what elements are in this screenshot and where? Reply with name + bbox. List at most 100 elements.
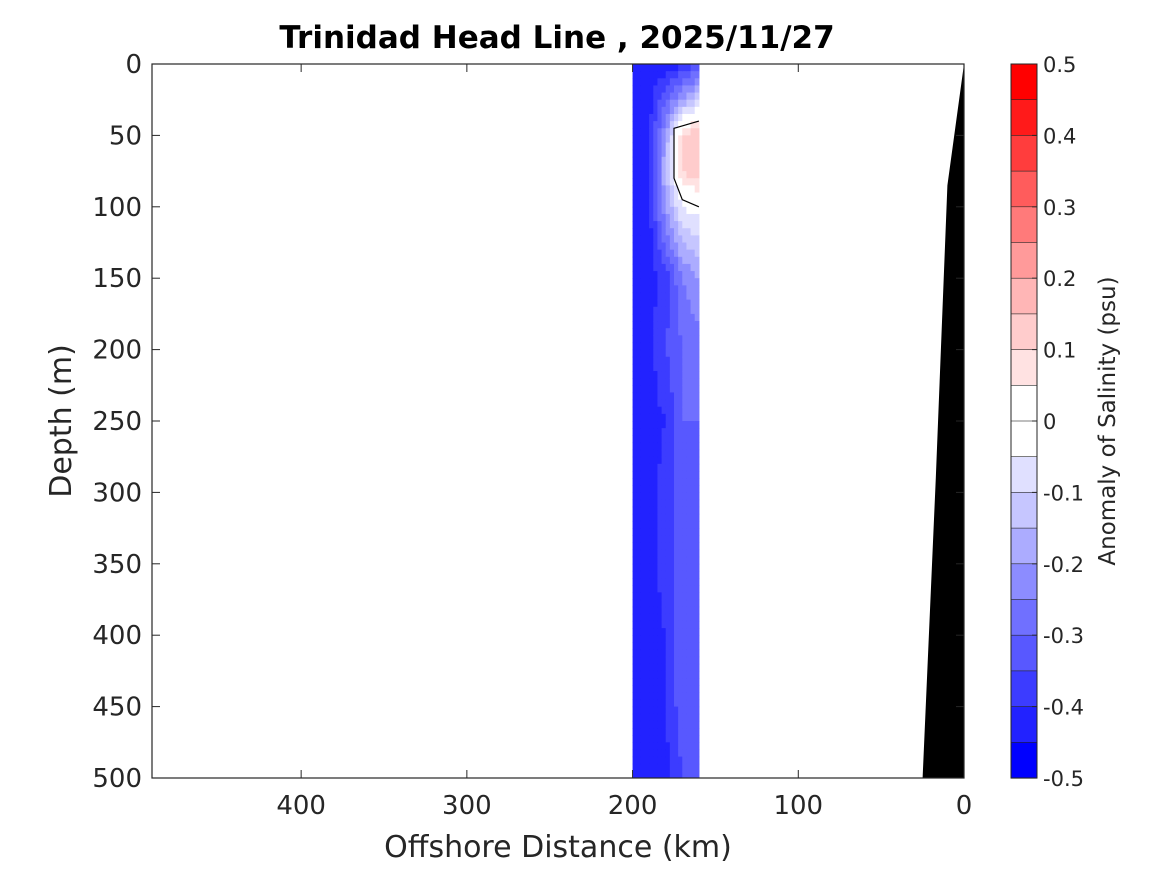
section-cell (640, 163, 646, 172)
section-cell (665, 371, 671, 379)
section-cell (657, 456, 663, 465)
section-cell (669, 763, 675, 772)
section-cell (678, 685, 683, 693)
section-cell (657, 599, 663, 608)
section-cell (682, 249, 688, 258)
section-cell (674, 685, 679, 693)
section-cell (632, 685, 638, 693)
section-cell (665, 728, 671, 736)
section-cell (694, 763, 700, 772)
section-cell (665, 149, 671, 158)
section-cell (636, 735, 642, 743)
section-cell (653, 121, 659, 129)
section-cell (669, 706, 675, 715)
section-cell (632, 349, 638, 358)
section-cell (674, 763, 679, 772)
section-cell (657, 399, 663, 408)
section-cell (682, 149, 688, 158)
section-cell (665, 478, 671, 486)
section-cell (632, 692, 638, 701)
section-cell (653, 592, 659, 601)
section-cell (653, 749, 659, 758)
section-cell (640, 492, 646, 501)
section-cell (661, 399, 667, 408)
x-tick-label: 300 (442, 791, 492, 821)
section-cell (669, 178, 675, 186)
section-cell (649, 599, 654, 608)
section-cell (649, 163, 654, 172)
colorbar-cell (1010, 99, 1038, 136)
section-cell (636, 513, 642, 522)
section-cell (694, 71, 700, 79)
section-cell (694, 213, 700, 222)
section-cell (661, 663, 667, 672)
section-cell (682, 549, 688, 558)
section-cell (690, 578, 696, 586)
section-cell (665, 421, 671, 429)
colorbar-cell (1010, 63, 1038, 101)
section-cell (632, 528, 638, 536)
section-cell (645, 249, 650, 258)
colorbar-cell (1010, 563, 1038, 601)
section-cell (690, 706, 696, 715)
section-cell (640, 763, 646, 772)
section-cell (678, 706, 683, 715)
section-cell (674, 135, 679, 144)
section-cell (669, 742, 675, 751)
section-cell (678, 770, 683, 778)
section-cell (661, 178, 667, 186)
section-cell (640, 556, 646, 565)
section-cell (657, 121, 663, 129)
section-cell (678, 456, 683, 465)
section-cell (657, 271, 663, 279)
section-cell (649, 435, 654, 444)
section-cell (657, 163, 663, 172)
section-cell (678, 163, 683, 172)
section-cell (653, 356, 659, 365)
section-cell (632, 399, 638, 408)
section-cell (649, 392, 654, 401)
section-cell (661, 242, 667, 251)
section-cell (665, 506, 671, 515)
section-cell (645, 685, 650, 693)
colorbar-cell (1010, 135, 1038, 172)
section-cell (682, 292, 688, 301)
section-cell (682, 349, 688, 358)
section-cell (640, 199, 646, 208)
section-cell (649, 185, 654, 194)
section-cell (640, 656, 646, 665)
section-cell (674, 199, 679, 208)
section-cell (649, 449, 654, 458)
section-cell (645, 349, 650, 358)
section-cell (645, 485, 650, 493)
section-cell (694, 185, 700, 194)
section-cell (669, 285, 675, 294)
section-cell (686, 570, 692, 579)
section-cell (682, 628, 688, 636)
section-cell (653, 199, 659, 208)
section-cell (669, 520, 675, 529)
colorbar-cell (1010, 170, 1038, 208)
section-cell (665, 299, 671, 308)
section-cell (649, 613, 654, 622)
section-cell (657, 485, 663, 493)
section-cell (640, 570, 646, 579)
section-cell (665, 663, 671, 672)
section-cell (661, 206, 667, 215)
section-cell (632, 421, 638, 429)
section-cell (640, 235, 646, 244)
section-cell (636, 378, 642, 386)
section-cell (661, 635, 667, 643)
section-cell (640, 121, 646, 129)
section-cell (682, 85, 688, 94)
section-cell (657, 213, 663, 222)
section-cell (653, 171, 659, 179)
section-cell (686, 492, 692, 501)
section-cell (653, 528, 659, 536)
section-cell (690, 121, 696, 129)
section-cell (665, 735, 671, 743)
colorbar-cell (1010, 634, 1038, 672)
section-cell (632, 292, 638, 301)
section-cell (669, 613, 675, 622)
